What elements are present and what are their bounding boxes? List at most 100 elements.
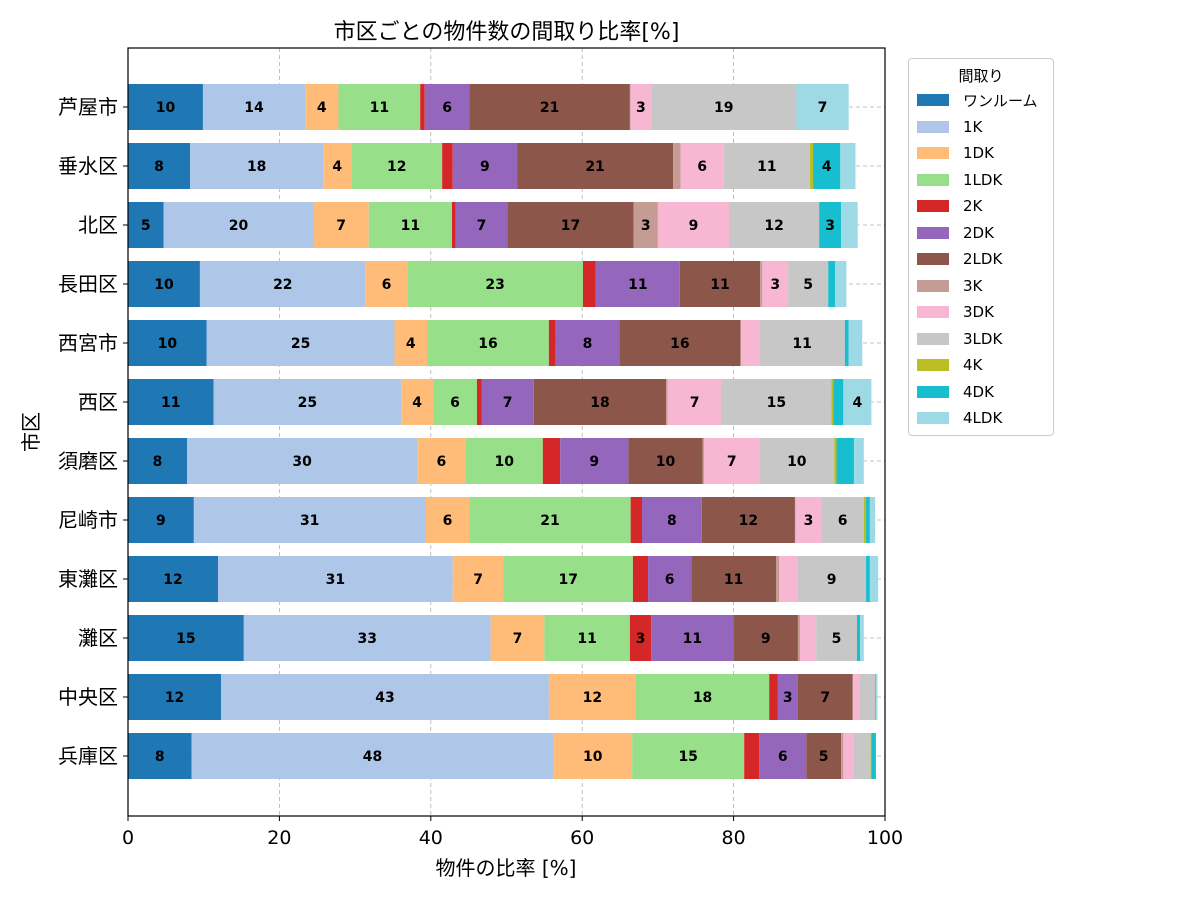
legend-label: 2DK — [963, 223, 994, 242]
legend-item: 2LDK — [909, 246, 1053, 273]
legend-label: 4DK — [963, 382, 994, 401]
bar-segment — [469, 84, 630, 130]
bar-segment — [442, 143, 453, 189]
bar-segment — [202, 84, 306, 130]
bar-segment — [788, 261, 829, 307]
legend-item: 1K — [909, 114, 1053, 141]
legend-label: 3K — [963, 276, 983, 295]
bar-value-label: 5 — [832, 631, 842, 647]
bar-segment — [835, 261, 847, 307]
bar-segment — [821, 497, 864, 543]
bar-segment — [853, 438, 864, 484]
bar-segment — [834, 438, 837, 484]
bar-segment — [218, 556, 453, 602]
bar-value-label: 16 — [478, 336, 497, 352]
legend-item: 4K — [909, 352, 1053, 379]
legend-items: ワンルーム 1K 1DK 1LDK 2K 2DK 2LDK 3K 3DK 3LDK 4K 4DK 4LD… — [909, 87, 1053, 432]
bar-segment — [844, 320, 849, 366]
bar-segment — [648, 556, 692, 602]
bar-segment — [841, 733, 844, 779]
bar-value-labels: 10 14 4 11 6 21 3 19 78 18 4 12 9 21 6 11 45 20 7 11 7 17 3 9 12… — [141, 100, 863, 765]
bar-segment — [841, 202, 858, 248]
legend-label: 1K — [963, 117, 983, 136]
bar-segment — [680, 143, 724, 189]
legend: 間取り ワンルーム 1K 1DK 1LDK 2K 2DK 2LDK 3K 3DK 3LDK 4K 4D… — [908, 58, 1054, 436]
bar-segment — [759, 733, 807, 779]
bar-value-label: 3 — [641, 218, 651, 234]
bar-value-label: 10 — [158, 336, 178, 352]
bar-segment — [667, 379, 722, 425]
bar-value-label: 6 — [442, 100, 452, 116]
bar-segment — [128, 497, 194, 543]
bar-segment — [417, 438, 466, 484]
bar-segment — [729, 202, 820, 248]
bar-segment — [869, 556, 879, 602]
bar-value-label: 7 — [690, 395, 700, 411]
bar-value-label: 30 — [292, 454, 312, 470]
bar-segment — [843, 379, 872, 425]
legend-item: 4LDK — [909, 405, 1053, 432]
bar-segment — [760, 261, 763, 307]
bar-segment — [860, 615, 864, 661]
bar-value-label: 22 — [273, 277, 292, 293]
bar-segment — [740, 320, 742, 366]
bar-value-label: 8 — [153, 454, 163, 470]
legend-item: 3K — [909, 273, 1053, 300]
bar-value-label: 11 — [370, 100, 389, 116]
legend-item: 3LDK — [909, 326, 1053, 353]
legend-label: 2LDK — [963, 250, 1003, 269]
y-tick-label: 中央区 — [58, 685, 118, 709]
bar-segment — [657, 202, 730, 248]
bar-value-label: 25 — [291, 336, 310, 352]
bar-segment — [595, 261, 680, 307]
bar-segment — [128, 674, 222, 720]
bar-value-label: 9 — [156, 513, 166, 529]
bar-segment — [469, 497, 631, 543]
bar-value-label: 6 — [697, 159, 707, 175]
bar-segment — [187, 438, 418, 484]
bar-value-label: 23 — [485, 277, 504, 293]
bar-value-label: 14 — [244, 100, 264, 116]
legend-label: 1LDK — [963, 170, 1003, 189]
bar-value-label: 9 — [589, 454, 599, 470]
bar-value-label: 6 — [838, 513, 848, 529]
bar-segment — [206, 320, 395, 366]
bar-value-label: 10 — [787, 454, 807, 470]
legend-swatch — [917, 173, 949, 186]
axes: 0 20 40 60 80 100 芦屋市垂水区北区長田区西宮市西区須磨区尼崎市東灘区灘区中… — [58, 95, 903, 849]
bar-segment — [517, 143, 674, 189]
bar-segment — [796, 84, 849, 130]
bar-value-label: 31 — [326, 572, 345, 588]
bar-segment — [365, 261, 408, 307]
bar-segment — [128, 379, 214, 425]
bar-segment — [632, 733, 745, 779]
bar-value-label: 8 — [154, 159, 164, 175]
bar-segment — [813, 143, 841, 189]
bar-segment — [313, 202, 369, 248]
bar-segment — [866, 497, 870, 543]
bar-value-label: 9 — [827, 572, 837, 588]
bar-segment — [128, 261, 200, 307]
bar-segment — [425, 497, 470, 543]
bar-value-label: 3 — [636, 100, 646, 116]
bar-value-label: 5 — [141, 218, 151, 234]
bar-segment — [481, 379, 534, 425]
legend-swatch — [917, 412, 949, 425]
bar-segment — [744, 733, 760, 779]
legend-label: 3LDK — [963, 329, 1003, 348]
y-tick-label: 長田区 — [58, 272, 118, 296]
bar-segment — [338, 84, 421, 130]
bar-value-label: 8 — [155, 749, 165, 765]
bar-value-label: 21 — [585, 159, 604, 175]
bar-segment — [853, 674, 861, 720]
bar-value-label: 25 — [298, 395, 317, 411]
bar-segment — [651, 84, 797, 130]
bar-segment — [560, 438, 629, 484]
bar-value-label: 10 — [494, 454, 514, 470]
chart-title: 市区ごとの物件数の間取り比率[%] — [333, 20, 680, 45]
bar-segment — [810, 143, 814, 189]
bar-segment — [128, 556, 219, 602]
bar-segment — [394, 320, 428, 366]
bar-value-label: 15 — [767, 395, 786, 411]
